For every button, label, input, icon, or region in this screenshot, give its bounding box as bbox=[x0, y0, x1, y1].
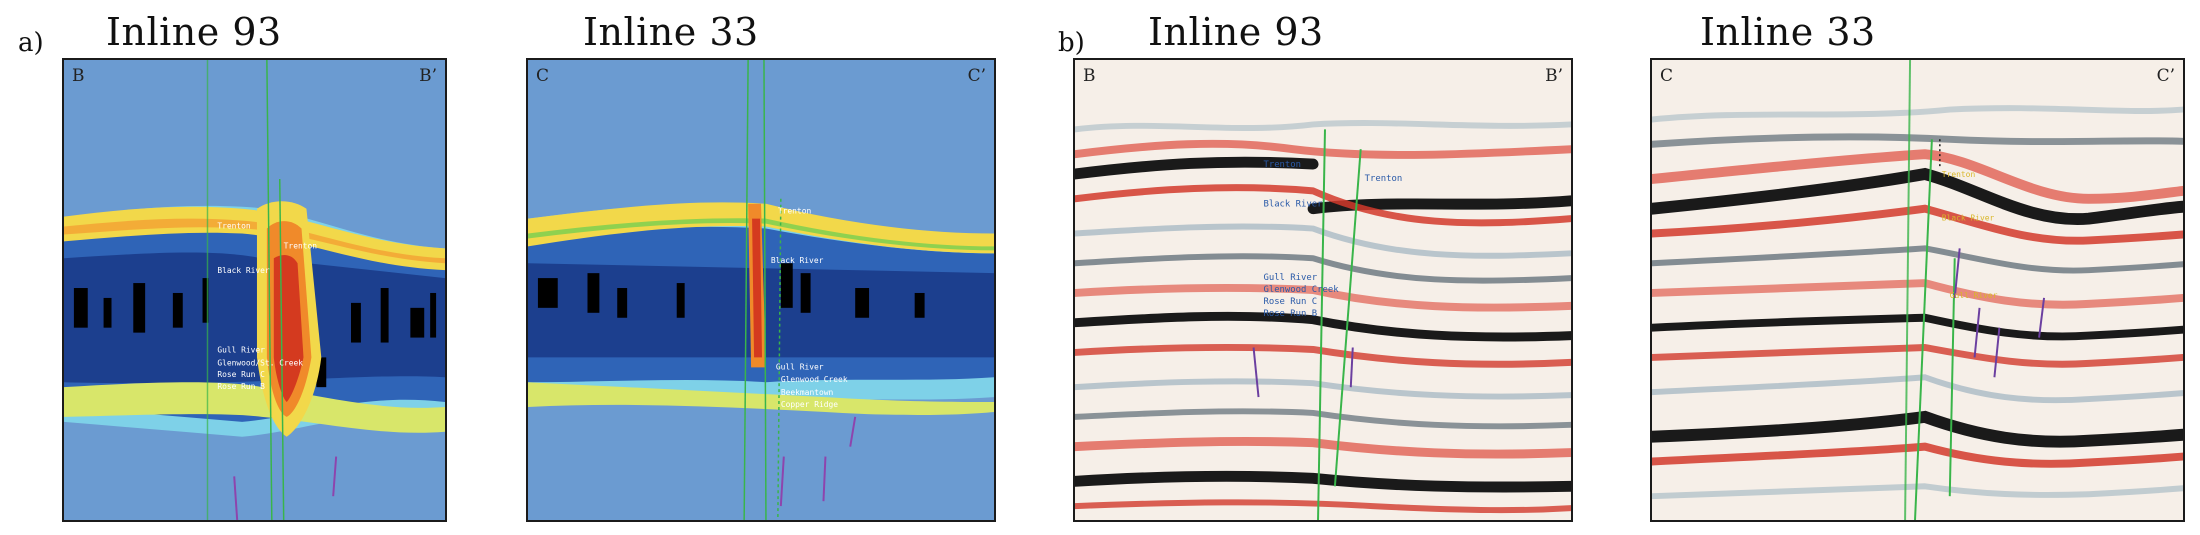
horizon-label: Gull River bbox=[1263, 273, 1317, 283]
attribute-section-image: Trenton Trenton Black River Gull River G… bbox=[64, 60, 445, 520]
horizon-label: Rose Run B bbox=[1263, 309, 1317, 319]
horizon-label: Trenton bbox=[778, 207, 812, 216]
title-inline-33-a: Inline 33 bbox=[583, 10, 759, 54]
section-start-marker: C bbox=[536, 66, 550, 86]
horizon-label: Trenton bbox=[217, 222, 251, 231]
seismic-panel-inline-33: Trenton Black River Gull River C C’ bbox=[1650, 58, 2185, 522]
horizon-label: Trenton bbox=[1263, 160, 1301, 170]
attribute-section-image: Trenton Black River Gull River Glenwood … bbox=[528, 60, 994, 520]
horizon-label: Rose Run C bbox=[217, 370, 265, 379]
seismic-panel-inline-93: Trenton Trenton Black River Gull River G… bbox=[1073, 58, 1573, 522]
part-label-a: a) bbox=[18, 28, 44, 58]
horizon-label: Beekmantown bbox=[781, 388, 834, 397]
title-inline-33-b: Inline 33 bbox=[1700, 10, 1876, 54]
part-label-b: b) bbox=[1058, 28, 1085, 58]
horizon-label: Glenwood Creek bbox=[781, 375, 848, 384]
attribute-panel-inline-93: Trenton Trenton Black River Gull River G… bbox=[62, 58, 447, 522]
horizon-label: Black River bbox=[1942, 214, 1995, 223]
horizon-label: Gull River bbox=[776, 362, 824, 371]
horizon-label: Trenton bbox=[1942, 170, 1976, 179]
seismic-section-image: Trenton Trenton Black River Gull River G… bbox=[1075, 60, 1571, 520]
section-start-marker: B bbox=[72, 66, 85, 86]
section-end-marker: C’ bbox=[967, 66, 986, 86]
title-inline-93-a: Inline 93 bbox=[106, 10, 282, 54]
seismic-section-image: Trenton Black River Gull River bbox=[1652, 60, 2183, 520]
horizon-label: Black River bbox=[771, 256, 824, 265]
horizon-label: Gull River bbox=[1950, 291, 1998, 300]
horizon-label: Copper Ridge bbox=[781, 400, 838, 409]
section-end-marker: B’ bbox=[419, 66, 437, 86]
horizon-label: Rose Run C bbox=[1263, 297, 1317, 307]
horizon-label: Black River bbox=[1263, 200, 1323, 210]
horizon-label: Glenwood/St. Creek bbox=[217, 358, 303, 367]
horizon-label: Gull River bbox=[217, 345, 265, 354]
horizon-label: Rose Run B bbox=[217, 382, 265, 391]
section-start-marker: C bbox=[1660, 66, 1674, 86]
horizon-label: Trenton bbox=[284, 241, 318, 250]
horizon-label: Black River bbox=[217, 266, 270, 275]
section-start-marker: B bbox=[1083, 66, 1096, 86]
horizon-label: Trenton bbox=[1365, 174, 1403, 184]
attribute-panel-inline-33: Trenton Black River Gull River Glenwood … bbox=[526, 58, 996, 522]
section-end-marker: C’ bbox=[2156, 66, 2175, 86]
title-inline-93-b: Inline 93 bbox=[1148, 10, 1324, 54]
horizon-label: Glenwood Creek bbox=[1263, 285, 1339, 295]
section-end-marker: B’ bbox=[1545, 66, 1563, 86]
